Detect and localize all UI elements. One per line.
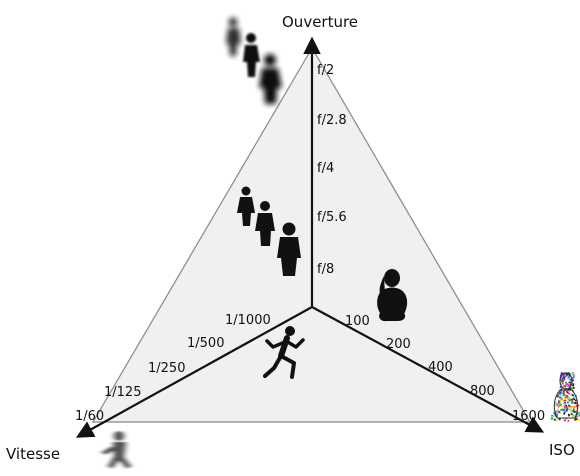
shutter-tick-label: 1/125 <box>104 385 141 400</box>
iso-tick-label: 200 <box>386 337 411 352</box>
aperture-tick-label: f/4 <box>317 161 334 176</box>
iso-tick-label: 400 <box>428 360 453 375</box>
iso-tick-label: 800 <box>470 384 495 399</box>
shutter-tick-label: 1/1000 <box>225 313 271 328</box>
aperture-tick-label: f/8 <box>317 262 334 277</box>
shutter-axis-title: Vitesse <box>6 445 60 463</box>
iso-tick-label: 1600 <box>512 409 545 424</box>
person-noisy-silhouette-icon <box>550 372 580 422</box>
iso-tick-label: 100 <box>345 314 370 329</box>
person-clean-silhouette-icon <box>377 269 408 322</box>
aperture-axis-title: Ouverture <box>282 13 358 31</box>
iso-axis <box>311 306 545 433</box>
walking-people-blurred-background-icon <box>226 17 282 104</box>
iso-axis-title: ISO <box>549 441 575 459</box>
running-person-motion-blur-icon <box>102 431 131 469</box>
shutter-tick-label: 1/250 <box>148 361 185 376</box>
aperture-tick-label: f/5.6 <box>317 210 347 225</box>
shutter-axis <box>75 306 313 438</box>
shutter-tick-label: 1/60 <box>75 409 104 424</box>
walking-people-in-focus-icon <box>237 186 301 276</box>
running-person-icon <box>263 326 305 379</box>
aperture-tick-label: f/2.8 <box>317 113 347 128</box>
shutter-tick-label: 1/500 <box>187 336 224 351</box>
aperture-tick-label: f/2 <box>317 63 334 78</box>
